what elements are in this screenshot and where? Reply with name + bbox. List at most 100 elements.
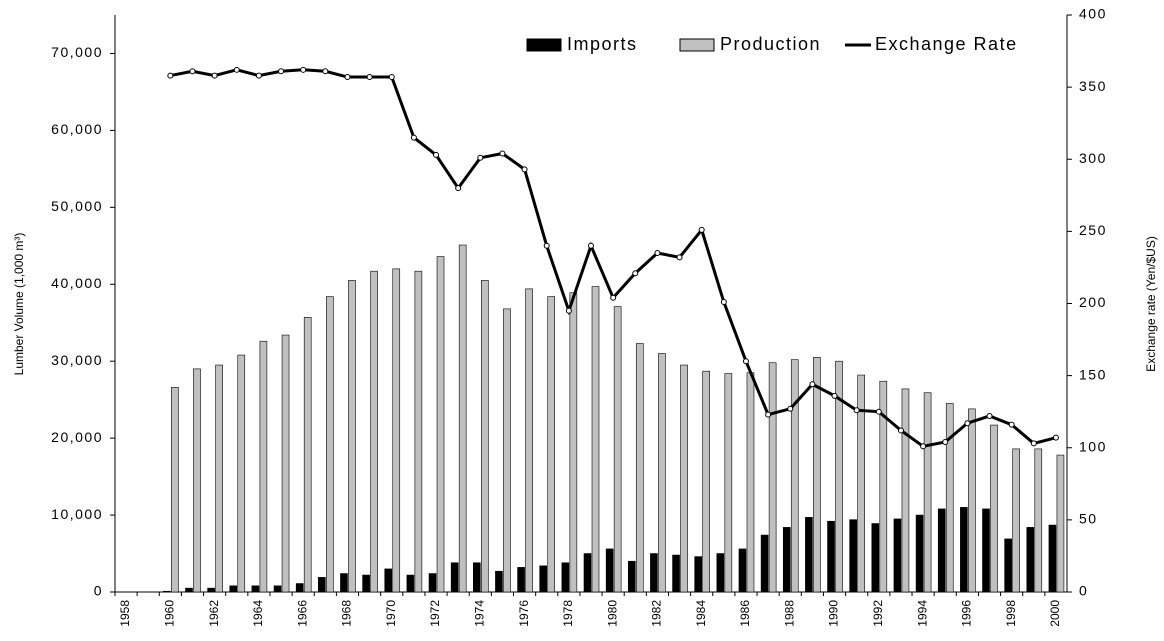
line-point: [521, 166, 528, 173]
bar: [738, 548, 747, 593]
bar: [569, 292, 578, 593]
y2-tick-label: 200: [1079, 294, 1107, 310]
bar: [414, 270, 423, 593]
y-tick-label: 50,000: [51, 198, 103, 214]
line-point: [986, 413, 993, 420]
bar: [835, 360, 843, 593]
bar: [857, 374, 865, 593]
bar: [171, 387, 179, 593]
x-tick-label: 1970: [384, 600, 398, 627]
bar: [716, 553, 725, 593]
x-tick-label: 1968: [340, 600, 354, 627]
bar: [724, 373, 733, 593]
bar: [1026, 527, 1035, 593]
bar: [1012, 448, 1020, 593]
line-point: [543, 242, 550, 249]
line-point: [211, 72, 218, 79]
line-point: [1052, 434, 1059, 441]
bar: [790, 359, 799, 593]
bar: [303, 317, 312, 593]
bar: [340, 573, 348, 593]
legend-label: Imports: [567, 34, 638, 54]
bar: [281, 334, 290, 593]
bar: [627, 560, 636, 593]
bar: [702, 370, 710, 593]
bar: [782, 527, 791, 593]
bar: [945, 403, 954, 593]
bar: [923, 392, 932, 593]
bar: [960, 507, 968, 593]
line-point: [1008, 421, 1015, 428]
x-tick-label: 1986: [738, 600, 752, 627]
line-point: [588, 242, 594, 249]
line-point: [410, 134, 417, 141]
bar: [458, 244, 467, 593]
x-tick-label: 1982: [650, 600, 664, 627]
bar: [481, 280, 489, 593]
line-point: [964, 420, 971, 427]
line-point: [499, 150, 506, 157]
bar: [879, 380, 888, 593]
bar: [436, 256, 445, 593]
y2-tick-label: 0: [1079, 583, 1088, 599]
bar: [1048, 524, 1057, 593]
bar: [990, 424, 998, 593]
y-axis-title: Lumber Volume (1,000 m³): [12, 233, 26, 376]
bar: [650, 553, 658, 593]
bar: [871, 523, 880, 593]
line-point: [942, 438, 949, 445]
bar: [384, 568, 393, 593]
line-point: [189, 68, 196, 75]
bar: [295, 583, 304, 593]
line-point: [654, 250, 661, 257]
bar: [163, 590, 171, 593]
line-point: [433, 151, 440, 158]
bar: [517, 567, 525, 593]
bar: [495, 570, 503, 593]
bar: [273, 585, 282, 593]
line-point: [720, 299, 727, 306]
bar: [193, 368, 201, 593]
line-point: [167, 72, 174, 79]
line-point: [300, 66, 307, 73]
line-point: [477, 154, 484, 161]
line-point: [255, 72, 262, 79]
bar: [473, 562, 481, 593]
bar: [185, 587, 193, 593]
line-point: [455, 185, 462, 192]
y2-tick-label: 150: [1079, 366, 1107, 382]
bar: [805, 517, 813, 593]
y-tick-label: 20,000: [51, 429, 103, 445]
legend-swatch: [679, 38, 715, 52]
x-tick-label: 1962: [207, 600, 221, 627]
x-tick-label: 1984: [694, 600, 708, 627]
legend-label: Exchange Rate: [875, 34, 1018, 54]
bar: [406, 574, 415, 593]
line-point: [233, 66, 240, 73]
line-point: [632, 270, 639, 277]
bar: [968, 408, 976, 593]
line-point: [388, 74, 395, 81]
line-point: [322, 68, 329, 75]
y-tick-label: 40,000: [51, 275, 103, 291]
bar: [251, 585, 260, 593]
bar: [362, 574, 370, 593]
line-point: [1030, 440, 1037, 447]
bar: [348, 280, 356, 593]
y-tick-label: 70,000: [51, 44, 103, 60]
bar: [893, 518, 902, 593]
line-point: [875, 408, 882, 415]
bar: [680, 364, 688, 593]
bar: [915, 514, 924, 593]
bar: [450, 562, 459, 593]
x-tick-label: 1980: [605, 600, 619, 627]
legend-swatch: [526, 38, 562, 52]
line-point: [698, 226, 705, 233]
line-point: [366, 74, 373, 81]
bar: [229, 585, 238, 593]
y2-tick-label: 50: [1079, 511, 1098, 527]
bar: [503, 308, 511, 593]
x-tick-label: 1964: [251, 600, 265, 627]
bar: [605, 548, 614, 593]
y2-tick-label: 100: [1079, 438, 1107, 454]
